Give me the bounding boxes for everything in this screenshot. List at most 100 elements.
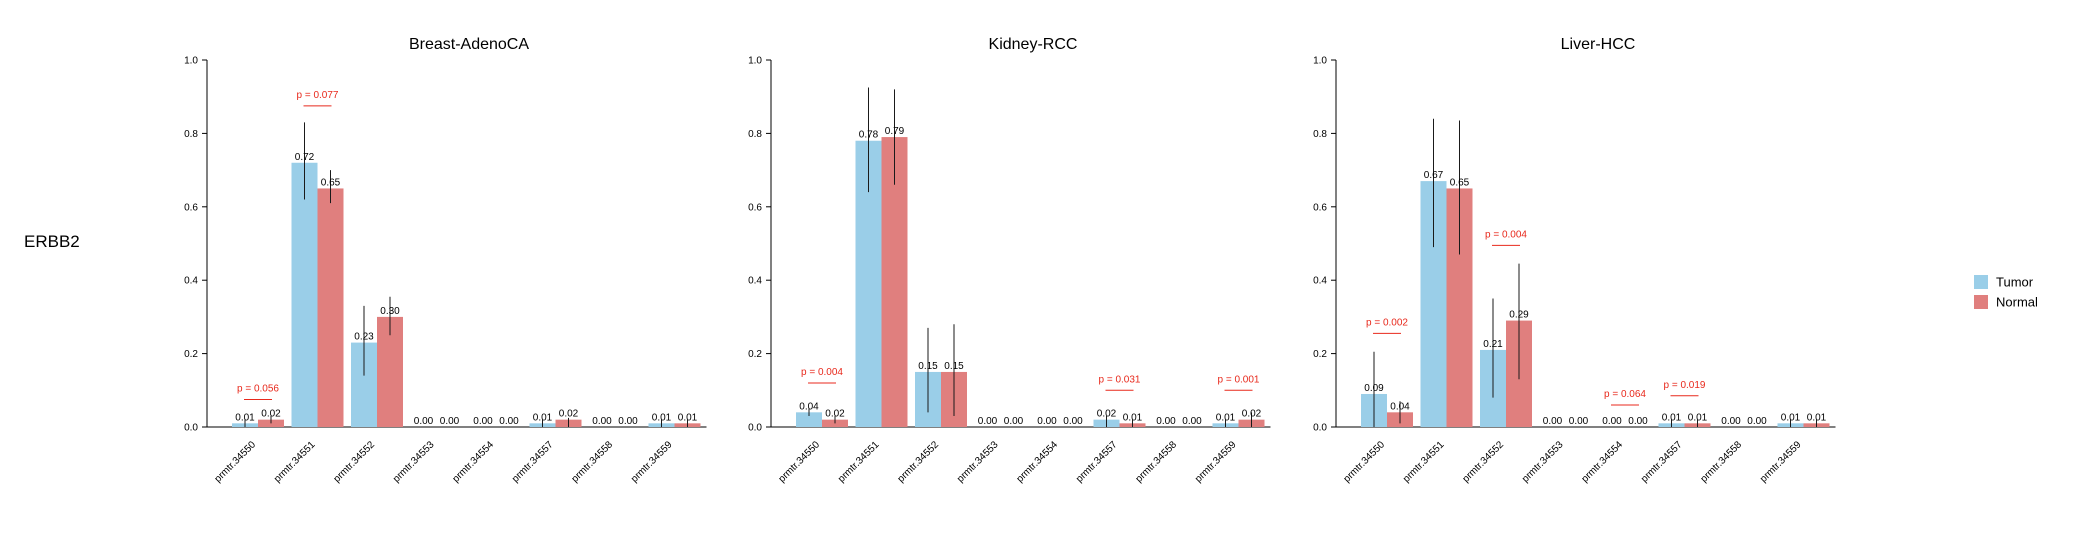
bar-tumor bbox=[291, 162, 318, 427]
data-label: 0.00 bbox=[1182, 416, 1202, 427]
y-tick-label: 0.4 bbox=[184, 276, 198, 287]
pvalue-label: p = 0.004 bbox=[801, 367, 843, 378]
x-tick-label: prmtr.34559 bbox=[1193, 439, 1239, 485]
data-label: 0.09 bbox=[1364, 383, 1384, 394]
data-label: 0.72 bbox=[295, 152, 315, 163]
y-tick-label: 0.8 bbox=[1313, 129, 1327, 140]
row-label: ERBB2 bbox=[24, 232, 80, 251]
x-tick-label: prmtr.34554 bbox=[1580, 439, 1626, 485]
data-label: 0.15 bbox=[944, 361, 964, 372]
data-label: 0.02 bbox=[1242, 409, 1262, 420]
data-label: 0.00 bbox=[499, 416, 519, 427]
x-tick-label: prmtr.34554 bbox=[1015, 439, 1061, 485]
data-label: 0.01 bbox=[1662, 412, 1682, 423]
data-label: 0.00 bbox=[1543, 416, 1563, 427]
data-label: 0.01 bbox=[678, 412, 698, 423]
x-tick-label: prmtr.34553 bbox=[955, 439, 1001, 485]
data-label: 0.15 bbox=[918, 361, 938, 372]
x-tick-label: prmtr.34551 bbox=[836, 439, 882, 485]
data-label: 0.01 bbox=[1807, 412, 1827, 423]
data-label: 0.00 bbox=[1004, 416, 1024, 427]
x-tick-label: prmtr.34552 bbox=[332, 439, 378, 485]
data-label: 0.00 bbox=[1156, 416, 1176, 427]
data-label: 0.01 bbox=[652, 412, 672, 423]
x-tick-label: prmtr.34553 bbox=[391, 439, 437, 485]
data-label: 0.67 bbox=[1424, 170, 1444, 181]
pvalue-label: p = 0.077 bbox=[297, 90, 339, 101]
x-tick-label: prmtr.34554 bbox=[451, 439, 497, 485]
data-label: 0.00 bbox=[1037, 416, 1057, 427]
x-tick-label: prmtr.34551 bbox=[1401, 439, 1447, 485]
data-label: 0.00 bbox=[440, 416, 460, 427]
x-tick-label: prmtr.34553 bbox=[1520, 439, 1566, 485]
bar-normal bbox=[317, 188, 344, 427]
data-label: 0.01 bbox=[1781, 412, 1801, 423]
x-tick-label: prmtr.34559 bbox=[1758, 439, 1804, 485]
pvalue-label: p = 0.031 bbox=[1099, 374, 1141, 385]
legend-swatch-tumor bbox=[1974, 275, 1988, 289]
data-label: 0.29 bbox=[1509, 310, 1529, 321]
x-tick-label: prmtr.34557 bbox=[1639, 439, 1685, 485]
x-tick-label: prmtr.34550 bbox=[213, 439, 259, 485]
data-label: 0.21 bbox=[1483, 339, 1503, 350]
y-tick-label: 0.0 bbox=[184, 423, 198, 434]
y-tick-label: 0.6 bbox=[184, 202, 198, 213]
x-tick-label: prmtr.34557 bbox=[1074, 439, 1120, 485]
data-label: 0.00 bbox=[978, 416, 998, 427]
legend-label: Tumor bbox=[1996, 275, 2034, 290]
legend-swatch-normal bbox=[1974, 295, 1988, 309]
pvalue-label: p = 0.002 bbox=[1366, 317, 1408, 328]
data-label: 0.00 bbox=[1721, 416, 1741, 427]
y-tick-label: 0.2 bbox=[184, 349, 198, 360]
pvalue-label: p = 0.019 bbox=[1664, 380, 1706, 391]
chart-title: Liver-HCC bbox=[1561, 36, 1636, 53]
data-label: 0.65 bbox=[321, 177, 341, 188]
x-tick-label: prmtr.34552 bbox=[1461, 439, 1507, 485]
y-tick-label: 1.0 bbox=[1313, 56, 1327, 67]
data-label: 0.00 bbox=[1628, 416, 1648, 427]
data-label: 0.01 bbox=[1216, 412, 1236, 423]
data-label: 0.01 bbox=[1123, 412, 1143, 423]
x-tick-label: prmtr.34551 bbox=[272, 439, 318, 485]
y-tick-label: 0.8 bbox=[184, 129, 198, 140]
y-tick-label: 0.4 bbox=[748, 276, 762, 287]
x-tick-label: prmtr.34550 bbox=[777, 439, 823, 485]
data-label: 0.01 bbox=[1688, 412, 1708, 423]
data-label: 0.00 bbox=[618, 416, 638, 427]
y-tick-label: 0.2 bbox=[748, 349, 762, 360]
pvalue-label: p = 0.004 bbox=[1485, 229, 1527, 240]
data-label: 0.01 bbox=[235, 412, 255, 423]
y-tick-label: 0.0 bbox=[1313, 423, 1327, 434]
bar-normal bbox=[881, 137, 908, 427]
y-tick-label: 0.2 bbox=[1313, 349, 1327, 360]
data-label: 0.02 bbox=[1097, 409, 1117, 420]
x-tick-label: prmtr.34557 bbox=[510, 439, 556, 485]
y-tick-label: 0.6 bbox=[748, 202, 762, 213]
x-tick-label: prmtr.34558 bbox=[570, 439, 616, 485]
y-tick-label: 0.8 bbox=[748, 129, 762, 140]
y-tick-label: 1.0 bbox=[184, 56, 198, 67]
x-tick-label: prmtr.34550 bbox=[1342, 439, 1388, 485]
data-label: 0.79 bbox=[885, 126, 905, 137]
data-label: 0.00 bbox=[414, 416, 434, 427]
y-tick-label: 0.6 bbox=[1313, 202, 1327, 213]
x-tick-label: prmtr.34559 bbox=[629, 439, 675, 485]
data-label: 0.02 bbox=[559, 409, 579, 420]
bar-normal bbox=[822, 419, 848, 427]
data-label: 0.00 bbox=[1747, 416, 1767, 427]
data-label: 0.02 bbox=[825, 409, 845, 420]
data-label: 0.00 bbox=[1602, 416, 1622, 427]
data-label: 0.00 bbox=[592, 416, 612, 427]
data-label: 0.23 bbox=[354, 332, 374, 343]
data-label: 0.01 bbox=[533, 412, 553, 423]
x-tick-label: prmtr.34552 bbox=[896, 439, 942, 485]
chart-title: Kidney-RCC bbox=[989, 36, 1078, 53]
pvalue-label: p = 0.056 bbox=[237, 383, 279, 394]
x-tick-label: prmtr.34558 bbox=[1134, 439, 1180, 485]
bar-normal bbox=[258, 419, 284, 427]
data-label: 0.00 bbox=[1569, 416, 1589, 427]
data-label: 0.00 bbox=[473, 416, 493, 427]
data-label: 0.02 bbox=[261, 409, 281, 420]
chart-title: Breast-AdenoCA bbox=[409, 36, 529, 53]
